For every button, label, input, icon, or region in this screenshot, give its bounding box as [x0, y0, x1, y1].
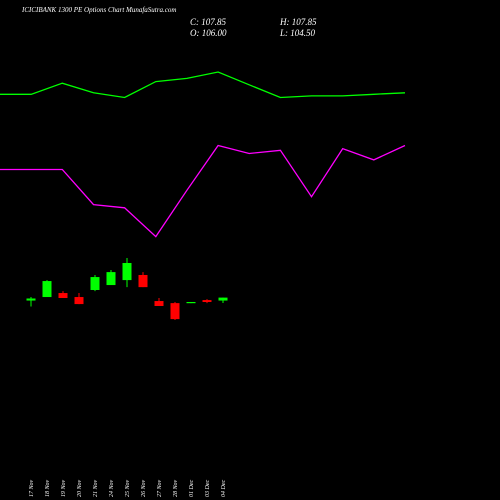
candle-body [218, 297, 228, 301]
candle-body [186, 301, 196, 304]
x-tick-label: 19 Nov [61, 479, 67, 497]
x-tick-label: 21 Nov [93, 479, 99, 497]
stat: C: 107.85 [190, 17, 227, 27]
candle-body [106, 272, 116, 286]
x-tick-label: 04 Dec [220, 480, 227, 497]
candle-body [138, 274, 148, 288]
candle-body [42, 281, 52, 298]
stat: H: 107.85 [279, 17, 317, 27]
candle-body [58, 293, 68, 298]
x-tick-label: 01 Dec [189, 480, 195, 497]
x-tick-label: 17 Nov [29, 479, 35, 497]
stat: O: 106.00 [190, 28, 227, 38]
x-tick-label: 20 Nov [77, 479, 83, 497]
candle-body [122, 262, 132, 281]
candle-body [154, 301, 164, 306]
x-tick-label: 24 Nov [108, 479, 115, 497]
candle-body [90, 277, 100, 291]
candle-body [170, 303, 180, 320]
x-tick-label: 18 Nov [45, 479, 51, 497]
x-tick-label: 27 Nov [157, 479, 163, 497]
indicator-line [0, 144, 406, 238]
x-tick-label: 25 Nov [125, 479, 131, 497]
candle-body [202, 300, 212, 302]
x-tick-label: 26 Nov [141, 479, 147, 497]
x-tick-label: 28 Nov [173, 479, 179, 497]
candle-body [26, 298, 36, 301]
indicator-line [0, 71, 406, 99]
chart-title: ICICIBANK 1300 PE Options Chart MunafaSu… [21, 6, 176, 14]
stat: L: 104.50 [279, 28, 316, 38]
x-tick-label: 03 Dec [205, 480, 211, 497]
candle-body [74, 297, 84, 305]
